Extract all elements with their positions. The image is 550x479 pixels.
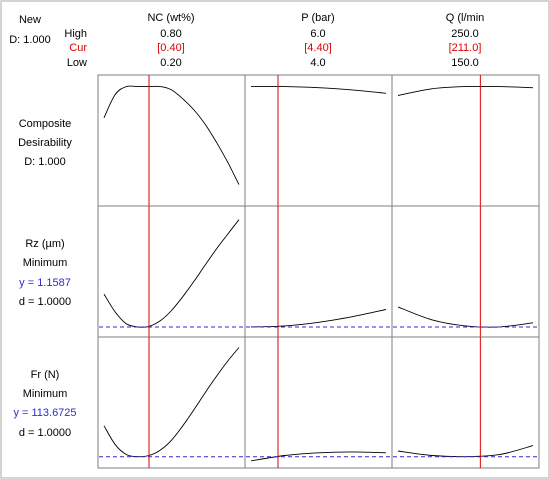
factor-cur-nc: [0.40] [157, 42, 185, 54]
cur-row-label: Cur [69, 42, 87, 54]
response-curve-fr-p [250, 451, 387, 462]
row-rz-label-2: Minimum [23, 257, 68, 269]
row-composite-label-2: Desirability [18, 137, 72, 149]
panel-rz-q [391, 205, 540, 338]
low-row-label: Low [67, 57, 87, 69]
panel-fr-q [391, 336, 540, 469]
response-curve-rz-nc [103, 219, 240, 328]
factor-low-q: 150.0 [451, 57, 479, 69]
row-fr-d-value: d = 1.0000 [19, 427, 71, 439]
factor-high-q: 250.0 [451, 28, 479, 40]
factor-cur-q: [211.0] [449, 42, 482, 54]
factor-high-nc: 0.80 [160, 28, 181, 40]
row-fr-label-2: Minimum [23, 388, 68, 400]
new-label: New [19, 14, 41, 26]
factor-low-nc: 0.20 [160, 57, 181, 69]
composite-d-header: D: 1.000 [9, 34, 51, 46]
row-fr-y-value: y = 113.6725 [13, 407, 76, 419]
factor-cur-p: [4.40] [304, 42, 332, 54]
factor-name-p: P (bar) [301, 12, 334, 24]
row-rz-y-value: y = 1.1587 [19, 277, 71, 289]
row-fr-label-1: Fr (N) [31, 369, 60, 381]
high-row-label: High [64, 28, 87, 40]
factor-high-p: 6.0 [310, 28, 325, 40]
factor-name-nc: NC (wt%) [147, 12, 194, 24]
row-rz-d-value: d = 1.0000 [19, 296, 71, 308]
response-curve-fr-nc [103, 347, 240, 458]
row-composite-label-1: Composite [19, 118, 72, 130]
panel-fr-p [244, 336, 393, 469]
panel-composite-nc [97, 74, 246, 207]
factor-low-p: 4.0 [310, 57, 325, 69]
panel-composite-p [244, 74, 393, 207]
panel-fr-nc [97, 336, 246, 469]
response-curve-composite-p [250, 86, 387, 94]
panel-grid [97, 74, 540, 469]
row-composite-label-3: D: 1.000 [24, 156, 66, 168]
factor-name-q: Q (l/min [446, 12, 485, 24]
response-curve-rz-q [397, 306, 534, 328]
response-curve-composite-q [397, 85, 534, 96]
panel-rz-p [244, 205, 393, 338]
panel-composite-q [391, 74, 540, 207]
response-curve-rz-p [250, 309, 387, 328]
row-rz-label-1: Rz (µm) [25, 238, 64, 250]
response-curve-composite-nc [103, 85, 240, 185]
